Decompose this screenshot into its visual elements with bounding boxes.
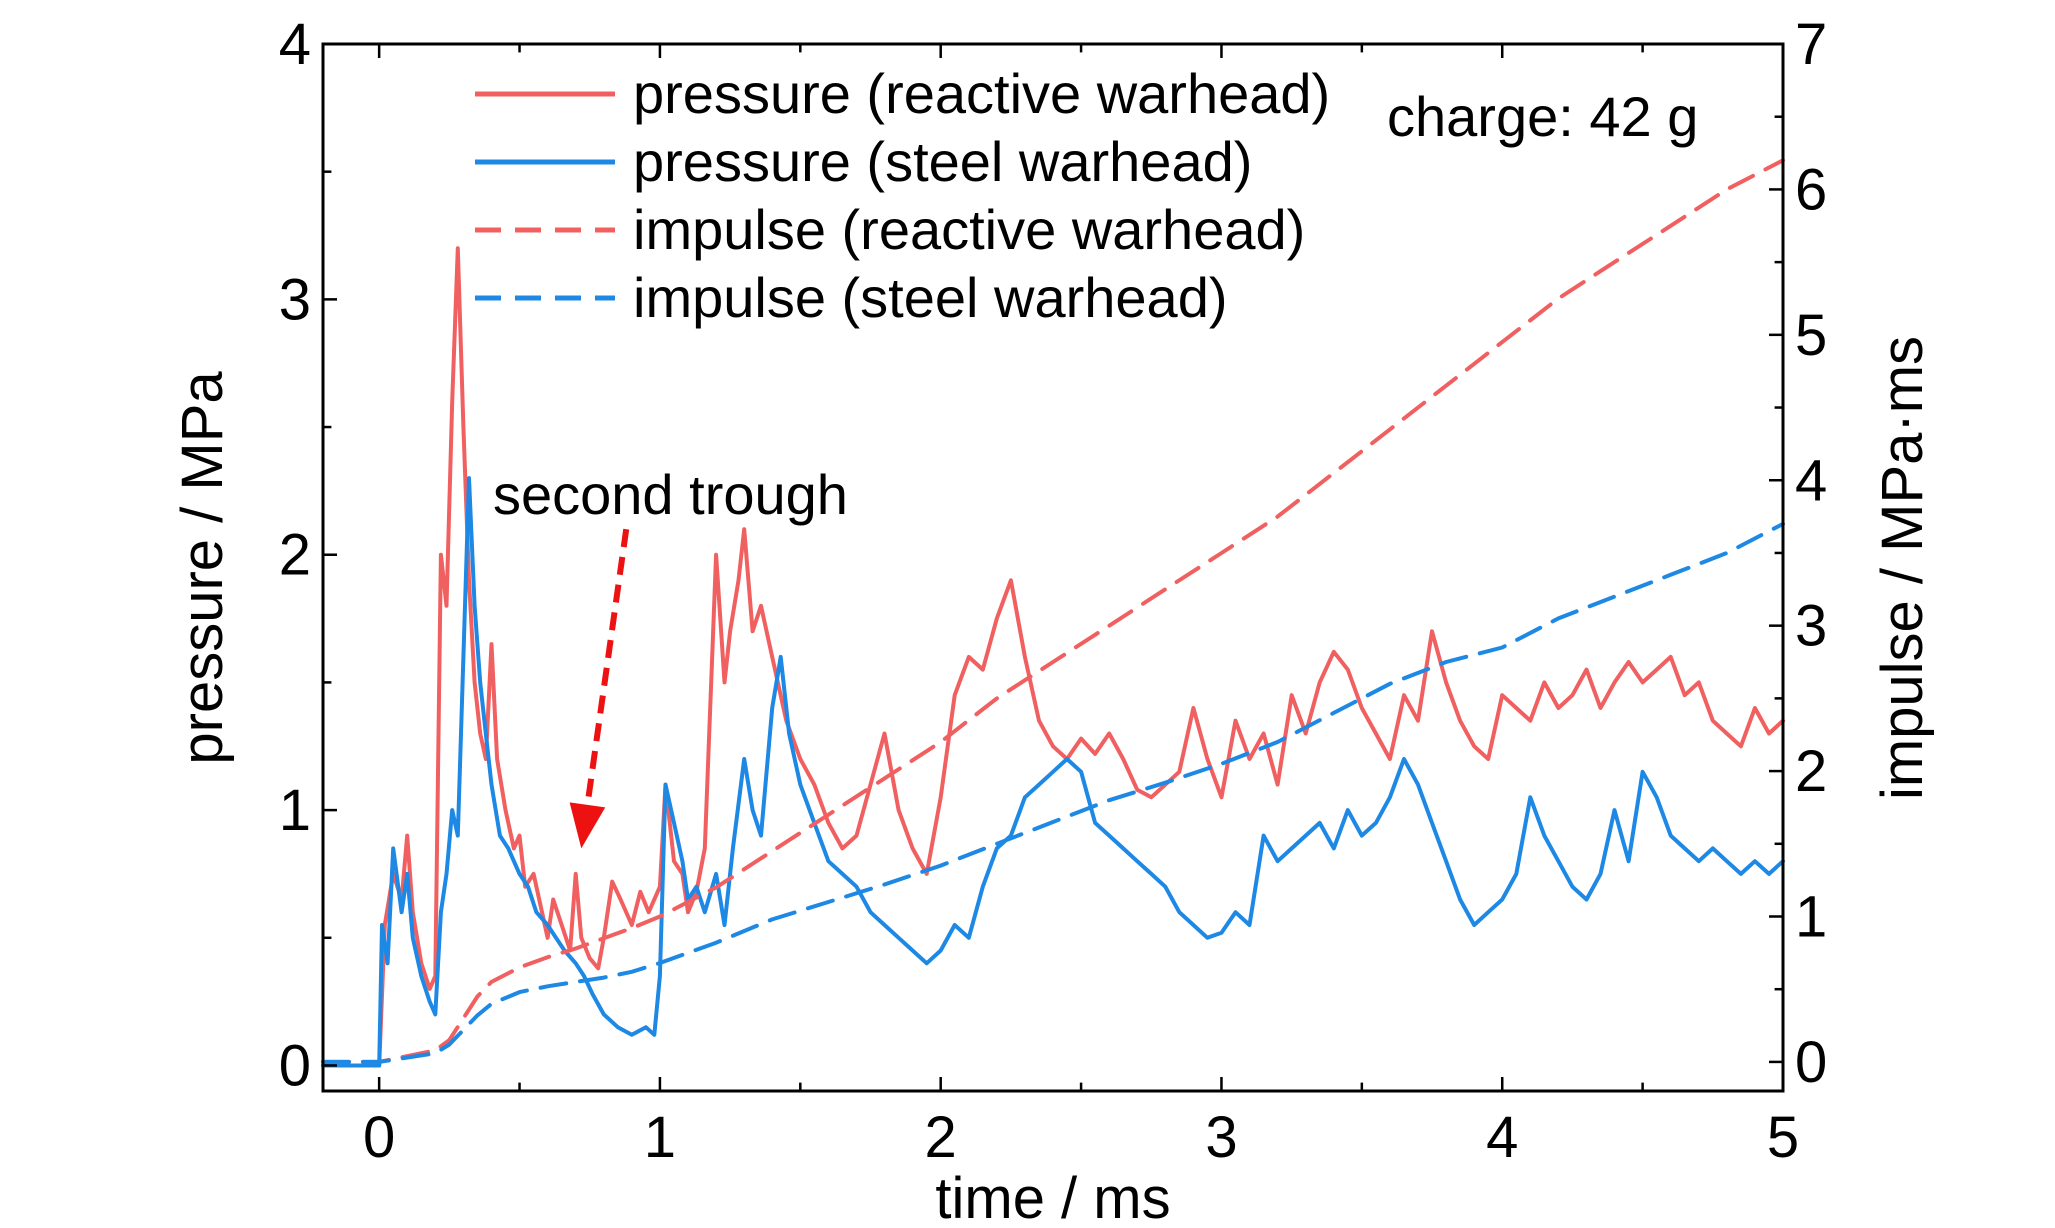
series-line-impulse-steel-warhead: [321, 521, 1785, 1064]
y-right-tick-label: 6: [1795, 157, 1827, 222]
second-trough-annotation: second trough: [493, 463, 848, 526]
x-tick-label: 4: [1486, 1105, 1518, 1170]
y-left-tick-label: 1: [279, 778, 311, 843]
legend-label-impulse-reactive: impulse (reactive warhead): [633, 198, 1305, 261]
legend-label-pressure-steel: pressure (steel warhead): [633, 130, 1252, 193]
y-right-tick-label: 3: [1795, 594, 1827, 659]
second-trough-arrow: [569, 528, 630, 849]
legend-label-pressure-reactive: pressure (reactive warhead): [633, 62, 1330, 125]
y-left-tick-label: 0: [279, 1033, 311, 1098]
x-tick-label: 0: [363, 1105, 395, 1170]
legend: pressure (reactive warhead) pressure (st…: [475, 62, 1330, 329]
y-left-tick-label: 2: [279, 523, 311, 588]
y-right-tick-label: 5: [1795, 303, 1827, 368]
y-left-tick-label: 3: [279, 267, 311, 332]
x-axis-label: time / ms: [935, 1166, 1170, 1228]
arrow-head: [569, 802, 606, 849]
charge-annotation: charge: 42 g: [1387, 85, 1698, 148]
plot-content: [321, 158, 1785, 1068]
x-tick-label: 2: [925, 1105, 957, 1170]
y-right-tick-label: 0: [1795, 1030, 1827, 1095]
legend-label-impulse-steel: impulse (steel warhead): [633, 266, 1227, 329]
y-right-tick-label: 1: [1795, 885, 1827, 950]
axis-ticks: [323, 42, 1785, 1091]
right-y-axis-label: impulse / MPa·ms: [1870, 336, 1935, 800]
left-y-axis-label: pressure / MPa: [170, 371, 235, 765]
y-left-tick-label: 4: [279, 12, 311, 77]
series-line-impulse-reactive-warhead: [321, 158, 1785, 1064]
series-line-pressure-steel-warhead: [321, 476, 1785, 1068]
x-tick-label: 1: [644, 1105, 676, 1170]
axis-tick-labels: 0 1 2 3 4 5 0 1 2 3 4 0 1 2 3 4 5 6 7: [279, 12, 1828, 1170]
y-right-tick-label: 4: [1795, 448, 1827, 513]
plot-frame: [321, 42, 1785, 1093]
x-tick-label: 5: [1767, 1105, 1799, 1170]
x-tick-label: 3: [1205, 1105, 1237, 1170]
series-line-pressure-reactive-warhead: [321, 246, 1785, 1068]
y-right-tick-label: 2: [1795, 739, 1827, 804]
arrow-shaft: [584, 528, 630, 806]
y-right-tick-label: 7: [1795, 12, 1827, 77]
